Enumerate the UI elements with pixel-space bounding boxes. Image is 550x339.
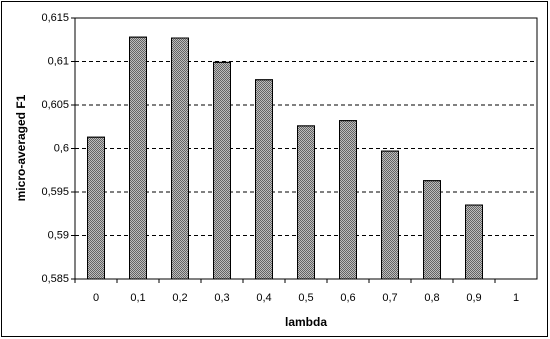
x-tick-label: 0,4: [256, 292, 271, 304]
x-tick-label: 0,1: [130, 292, 145, 304]
y-tick-label: 0,595: [41, 186, 69, 198]
x-tick-label: 0,2: [172, 292, 187, 304]
y-axis-title: micro-averaged F1: [14, 94, 28, 201]
y-tick-label: 0,61: [48, 55, 69, 67]
bar-texture: [423, 180, 441, 280]
x-tick-label: 0: [93, 292, 99, 304]
x-tick-label: 1: [513, 292, 519, 304]
x-tick-label: 0,6: [340, 292, 355, 304]
y-tick-label: 0,59: [48, 229, 69, 241]
bar-texture: [171, 37, 189, 280]
x-axis-title: lambda: [285, 315, 327, 329]
bar-texture: [381, 150, 399, 280]
bar-texture: [465, 204, 483, 280]
x-tick-label: 0,5: [298, 292, 313, 304]
y-tick-label: 0,605: [41, 99, 69, 111]
y-tick-label: 0,6: [54, 142, 69, 154]
y-tick-label: 0,615: [41, 12, 69, 24]
bar-texture: [255, 79, 273, 280]
bar-texture: [129, 36, 147, 280]
x-tick-label: 0,3: [214, 292, 229, 304]
y-tick-label: 0,585: [41, 273, 69, 285]
bar-texture: [213, 61, 231, 280]
bar-texture: [87, 136, 105, 280]
x-tick-label: 0,7: [382, 292, 397, 304]
bar-texture: [339, 120, 357, 280]
bar-texture: [297, 125, 315, 280]
x-tick-label: 0,8: [424, 292, 439, 304]
x-tick-label: 0,9: [466, 292, 481, 304]
